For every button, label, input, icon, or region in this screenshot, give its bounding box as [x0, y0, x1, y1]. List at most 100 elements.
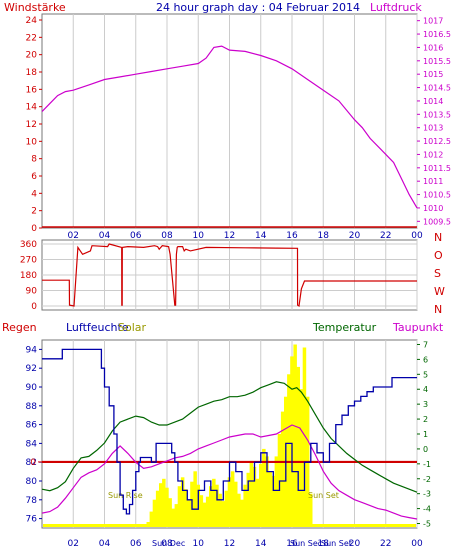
solar-bar: [246, 472, 250, 527]
pressure-left-tick-label: 2: [31, 207, 37, 217]
pressure-right-tick-label: 1016: [423, 43, 443, 52]
solar-bar: [268, 471, 272, 527]
pressure-x-tick-label: 14: [255, 231, 267, 241]
wind-left-tick-label: 0: [31, 302, 37, 312]
climate-left-tick-label: 80: [26, 477, 38, 487]
right-axis-title: Luftdruck: [370, 1, 422, 14]
climate-right-tick-label: 5: [423, 370, 428, 379]
pressure-right-tick-label: 1013: [423, 124, 443, 133]
solar-bar: [234, 481, 238, 527]
solar-bar: [224, 490, 229, 527]
solar-bar: [262, 448, 266, 527]
climate-left-tick-label: 92: [26, 364, 37, 374]
pressure-right-tick-label: 1014: [423, 97, 443, 106]
pressure-x-tick-label: 18: [318, 231, 330, 241]
temperature-line: [41, 381, 418, 493]
temperatur-label: Temperatur: [312, 321, 377, 334]
sun-annotation: Sun Dec: [152, 539, 185, 548]
rain-tick-label: 0: [30, 458, 36, 468]
solar-bar: [209, 486, 213, 527]
pressure-right-tick-label: 1009.5: [423, 217, 451, 226]
pressure-x-tick-label: 02: [68, 231, 79, 241]
pressure-left-tick-label: 8: [31, 155, 37, 165]
climate-left-tick-label: 76: [26, 515, 38, 525]
solar-bar: [240, 499, 244, 527]
solar-bar: [274, 456, 279, 527]
solar-bar: [152, 499, 157, 527]
luftfeuchte-label: Luftfeuchte: [66, 321, 129, 334]
sun-annotation: Sun Set: [308, 491, 339, 500]
pressure-right-tick-label: 1010: [423, 204, 443, 213]
pressure-x-tick-label: 08: [161, 231, 173, 241]
pressure-x-tick-label: 12: [224, 231, 235, 241]
climate-right-tick-label: 6: [423, 355, 428, 364]
pressure-left-tick-label: 6: [31, 172, 37, 182]
wind-direction-line: [42, 243, 417, 308]
solar-bar: [218, 493, 222, 527]
climate-x-tick-label: 10: [193, 539, 205, 549]
wind-direction-letter: S: [434, 267, 441, 280]
wind-direction-letter: N: [434, 231, 442, 244]
climate-x-tick-label: 08: [161, 539, 173, 549]
sun-annotation: Sun Set: [321, 539, 352, 548]
climate-x-tick-label: 12: [224, 539, 235, 549]
solar-bar: [171, 508, 175, 527]
solar-bar: [280, 411, 285, 527]
climate-x-tick-label: 06: [130, 539, 142, 549]
solar-bar: [168, 498, 172, 527]
solar-bar: [296, 366, 300, 527]
pressure-right-tick-label: 1011.5: [423, 164, 451, 173]
climate-x-tick-label: 18: [318, 539, 330, 549]
pressure-left-tick-label: 22: [26, 33, 37, 43]
solar-bar: [227, 477, 232, 527]
pressure-left-tick-label: 0: [31, 224, 37, 234]
pressure-right-tick-label: 1016.5: [423, 30, 451, 39]
climate-right-tick-label: 2: [423, 415, 428, 424]
pressure-left-tick-label: 4: [31, 189, 37, 199]
pressure-left-tick-label: 16: [26, 85, 38, 95]
climate-left-tick-label: 84: [26, 439, 38, 449]
pressure-right-tick-label: 1012.5: [423, 137, 451, 146]
solar-bar: [249, 460, 254, 527]
pressure-x-tick-label: 04: [99, 231, 111, 241]
solar-bar: [252, 466, 257, 527]
climate-right-tick-label: 4: [423, 385, 428, 394]
climate-chart: 02 04 06 08 10 12 14 16 18 20 22 007678808284868890…: [26, 340, 431, 549]
climate-left-tick-label: 88: [26, 402, 38, 412]
dewpoint-line: [41, 424, 418, 520]
pressure-right-tick-label: 1013.5: [423, 110, 451, 119]
pressure-right-tick-label: 1015: [423, 70, 443, 79]
climate-right-tick-label: 7: [423, 340, 428, 349]
pressure-x-tick-label: 20: [349, 231, 361, 241]
left-axis-title: Windstärke: [4, 1, 66, 14]
chart-title: 24 hour graph day : 04 Februar 2014: [156, 1, 360, 14]
pressure-x-tick-label: 06: [130, 231, 142, 241]
climate-right-tick-label: -3: [423, 490, 431, 499]
climate-left-tick-label: 86: [26, 421, 38, 431]
solar-bar: [162, 478, 166, 527]
climate-right-tick-label: 3: [423, 400, 428, 409]
pressure-left-tick-label: 20: [26, 51, 38, 61]
solar-bar: [159, 483, 163, 527]
pressure-left-tick-label: 18: [26, 68, 38, 78]
climate-right-tick-label: 1: [423, 430, 428, 439]
solar-bar: [155, 490, 160, 527]
pressure-x-tick-label: 22: [380, 231, 391, 241]
wind-left-tick-label: 360: [20, 240, 37, 250]
solar-bar: [202, 502, 207, 527]
climate-x-tick-label: 00: [411, 539, 423, 549]
solar-bar: [180, 477, 185, 527]
pressure-left-tick-label: 14: [26, 103, 38, 113]
sun-annotation: Sun Sec: [290, 539, 322, 548]
climate-right-tick-label: 0: [423, 445, 428, 454]
wind-direction-letter: N: [434, 303, 442, 316]
pressure-x-tick-label: 00: [411, 231, 423, 241]
sun-annotation: Sun Rise: [108, 491, 143, 500]
solar-bar: [290, 356, 294, 527]
pressure-series-line: [41, 45, 418, 209]
climate-x-tick-label: 22: [380, 539, 391, 549]
solar-bar: [271, 475, 275, 527]
pressure-chart: 02 04 06 08 10 12 14 16 18 20 22 000246810121416182…: [26, 14, 451, 241]
